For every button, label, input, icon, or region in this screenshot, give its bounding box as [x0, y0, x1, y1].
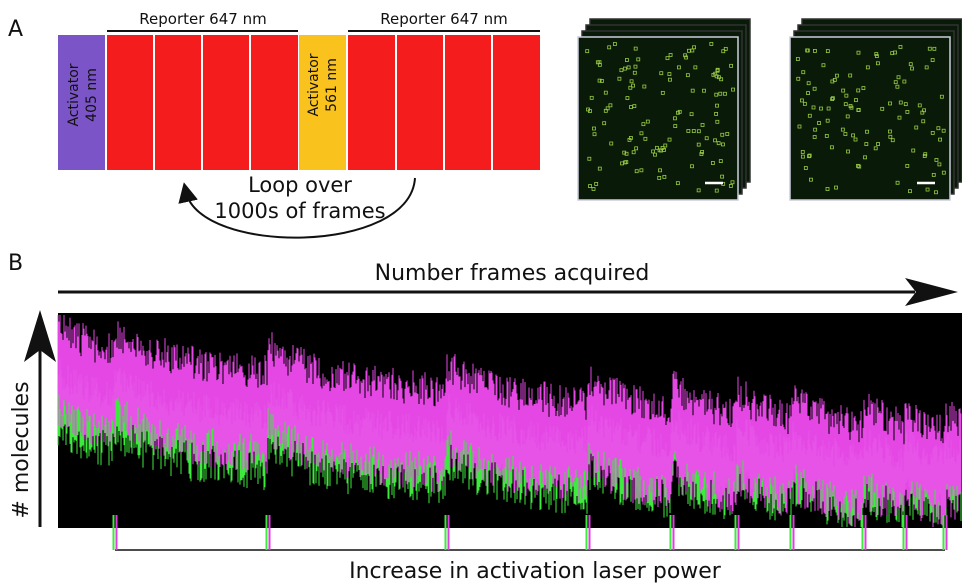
loop-text: 1000s of frames	[214, 199, 385, 223]
activator-label: 405 nm	[84, 68, 100, 122]
reporter-label: Reporter 647 nm	[380, 10, 507, 28]
bottom-label: Increase in activation laser power	[349, 559, 722, 584]
panel-label: A	[8, 17, 23, 42]
figure: A Activator 405 nm Activator 561 nm Repo…	[0, 0, 962, 584]
frame	[790, 37, 950, 200]
activator-label: 561 nm	[324, 58, 340, 112]
x-arrow-label: Number frames acquired	[375, 261, 650, 286]
loop-text: Loop over	[248, 173, 352, 197]
panel-label: B	[8, 251, 23, 276]
y-arrow-label: # molecules	[9, 381, 34, 518]
activator-label: Activator	[66, 63, 82, 126]
activator-label: Activator	[306, 53, 322, 116]
image-stacks	[578, 19, 962, 200]
frame	[578, 37, 738, 200]
reporter-label: Reporter 647 nm	[139, 10, 266, 28]
